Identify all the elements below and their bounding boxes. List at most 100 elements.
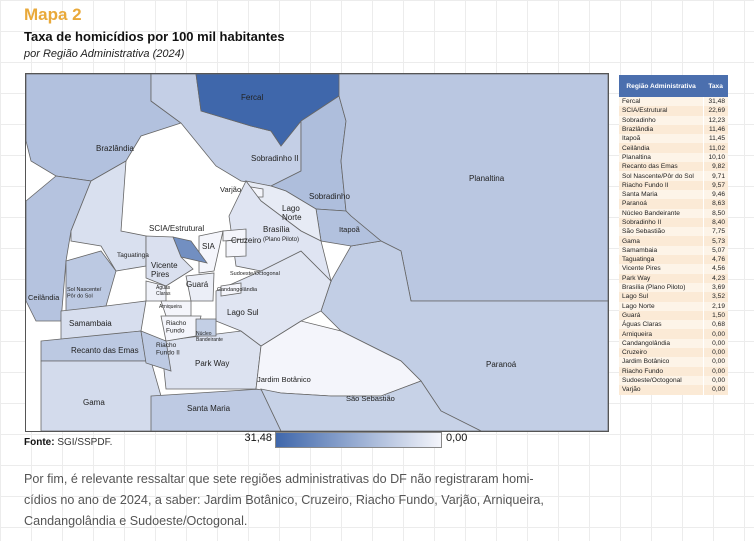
table-row: Sol Nascente/Pôr do Sol 9,71	[619, 171, 728, 181]
region-label-line: Santa Maria	[187, 404, 231, 413]
region-label-jardim-botanico: Jardim Botânico	[257, 375, 311, 384]
legend-gradient-bar	[275, 432, 442, 448]
region-label-line: Recanto das Emas	[71, 346, 139, 355]
table-row: Vicente Pires 4,56	[619, 264, 728, 274]
region-label-line: Fundo II	[156, 349, 180, 356]
rate-cell: 4,76	[702, 255, 728, 265]
table-row: Sobradinho 12,23	[619, 115, 728, 125]
region-label-line: Pôr do Sol	[67, 293, 93, 299]
rate-cell: 3,69	[702, 282, 728, 293]
rate-cell: 0,00	[702, 375, 728, 386]
region-label-line: Pires	[151, 270, 169, 279]
rate-cell: 0,00	[702, 329, 728, 339]
region-name-cell: Park Way	[619, 273, 704, 283]
table-row: SCIA/Estrutural 22,69	[619, 106, 728, 116]
region-label-lago-sul: Lago Sul	[227, 308, 259, 317]
region-label-recanto-das-emas: Recanto das Emas	[71, 346, 139, 355]
table-row: Recanto das Emas 9,82	[619, 162, 728, 172]
region-label-aguas-claras: Águas Claras	[156, 284, 171, 297]
region-label-line: Sobradinho	[309, 192, 350, 201]
table-row: Arniqueira 0,00	[619, 329, 728, 339]
region-label-riacho-fundo-ii: Riacho Fundo II	[156, 342, 180, 356]
table-row: Riacho Fundo 0,00	[619, 366, 728, 376]
region-name-cell: Sol Nascente/Pôr do Sol	[619, 171, 704, 181]
table-row: Paranoá 8,63	[619, 199, 728, 209]
region-gama	[40, 360, 162, 431]
region-name-cell: Varjão	[619, 385, 704, 395]
legend-max-label: 31,48	[244, 432, 272, 444]
table-row: Gama 5,73	[619, 236, 728, 246]
region-label-line: Cruzeiro	[231, 236, 262, 245]
table-row: Guará 1,50	[619, 310, 728, 321]
region-label-line: Itapoã	[339, 225, 361, 234]
region-label-line: Ceilândia	[28, 293, 60, 302]
table-row: Sobradinho II 8,40	[619, 217, 728, 228]
table-row: Cruzeiro 0,00	[619, 348, 728, 358]
region-name-cell: Itapoã	[619, 134, 704, 144]
table-row: Lago Sul 3,52	[619, 292, 728, 302]
region-name-cell: Cruzeiro	[619, 348, 704, 358]
region-samambaia	[60, 300, 147, 342]
region-label-line: Lago Sul	[227, 308, 259, 317]
table-row: Park Way 4,23	[619, 273, 728, 283]
table-row: Ceilândia 11,02	[619, 143, 728, 153]
region-label-santa-maria: Santa Maria	[187, 404, 231, 413]
region-name-cell: Recanto das Emas	[619, 162, 704, 172]
body-paragraph: Por fim, é relevante ressaltar que sete …	[24, 469, 604, 532]
rate-cell: 11,02	[702, 143, 728, 153]
region-label-vicente-pires: Vicente Pires	[151, 261, 178, 279]
source-note: Fonte: SGI/SSPDF.	[24, 437, 112, 448]
table-row: Santa Maria 9,46	[619, 189, 728, 200]
paragraph-line: cídios no ano de 2024, a saber: Jardim B…	[24, 493, 544, 507]
region-name-cell: Vicente Pires	[619, 264, 704, 274]
region-name-cell: Planaltina	[619, 152, 704, 163]
region-name-cell: Águas Claras	[619, 320, 704, 330]
region-sia	[198, 230, 224, 274]
rate-cell: 9,46	[702, 189, 728, 200]
table-row: Águas Claras 0,68	[619, 320, 728, 330]
region-label-line: Paranoá	[486, 360, 517, 369]
region-label-planaltina: Planaltina	[469, 174, 505, 183]
region-label-sol-nascente-por-do-sol: Sol Nascente/Pôr do Sol	[67, 287, 102, 299]
region-label-line: Lago	[282, 204, 300, 213]
region-label-guara: Guará	[186, 280, 209, 289]
rate-cell: 4,56	[702, 264, 728, 274]
paragraph-line: Por fim, é relevante ressaltar que sete …	[24, 472, 534, 486]
region-sao-sebastiao	[260, 380, 482, 431]
region-label-line: Fundo	[166, 327, 185, 334]
table-row: Candangolândia 0,00	[619, 338, 728, 349]
region-label-taguatinga: Taguatinga	[117, 252, 149, 259]
table-row: Riacho Fundo II 9,57	[619, 180, 728, 190]
region-label-line: Candangolândia	[217, 287, 258, 293]
rate-cell: 3,52	[702, 292, 728, 302]
region-label-line: Claras	[156, 291, 171, 297]
region-sol-nascente-por-do-sol	[65, 250, 117, 312]
rate-cell: 4,23	[702, 273, 728, 283]
region-name-cell: Brasília (Plano Piloto)	[619, 282, 704, 293]
rate-cell: 5,73	[702, 236, 728, 246]
region-name-cell: Samambaia	[619, 245, 704, 256]
rates-table: Região Administrativa Taxa Fercal 31,48 SC…	[619, 75, 728, 395]
rate-cell: 7,75	[702, 227, 728, 237]
region-label-sobradinho-ii: Sobradinho II	[251, 154, 299, 163]
region-label-paranoa: Paranoá	[486, 360, 517, 369]
rate-cell: 0,00	[702, 385, 728, 395]
region-guara	[185, 272, 215, 302]
region-sudoeste-octogonal	[225, 238, 247, 258]
region-name-cell: Riacho Fundo II	[619, 180, 704, 190]
region-name-cell: Riacho Fundo	[619, 366, 704, 376]
region-label-riacho-fundo: Riacho Fundo	[166, 320, 187, 334]
region-label-sobradinho: Sobradinho	[309, 192, 350, 201]
region-label-sao-sebastiao: São Sebastião	[346, 394, 395, 403]
region-name-cell: Paranoá	[619, 199, 704, 209]
region-paranoa	[320, 240, 608, 431]
table-row: Jardim Botânico 0,00	[619, 357, 728, 367]
rate-cell: 11,45	[702, 134, 728, 144]
region-label-line: Samambaia	[69, 319, 112, 328]
region-label-sia: SIA	[202, 242, 216, 251]
region-name-cell: Sobradinho II	[619, 217, 704, 228]
table-row: Itapoã 11,45	[619, 134, 728, 144]
region-label-gama: Gama	[83, 398, 105, 407]
region-label-line: Águas	[156, 284, 171, 291]
header-region: Região Administrativa	[619, 75, 704, 97]
